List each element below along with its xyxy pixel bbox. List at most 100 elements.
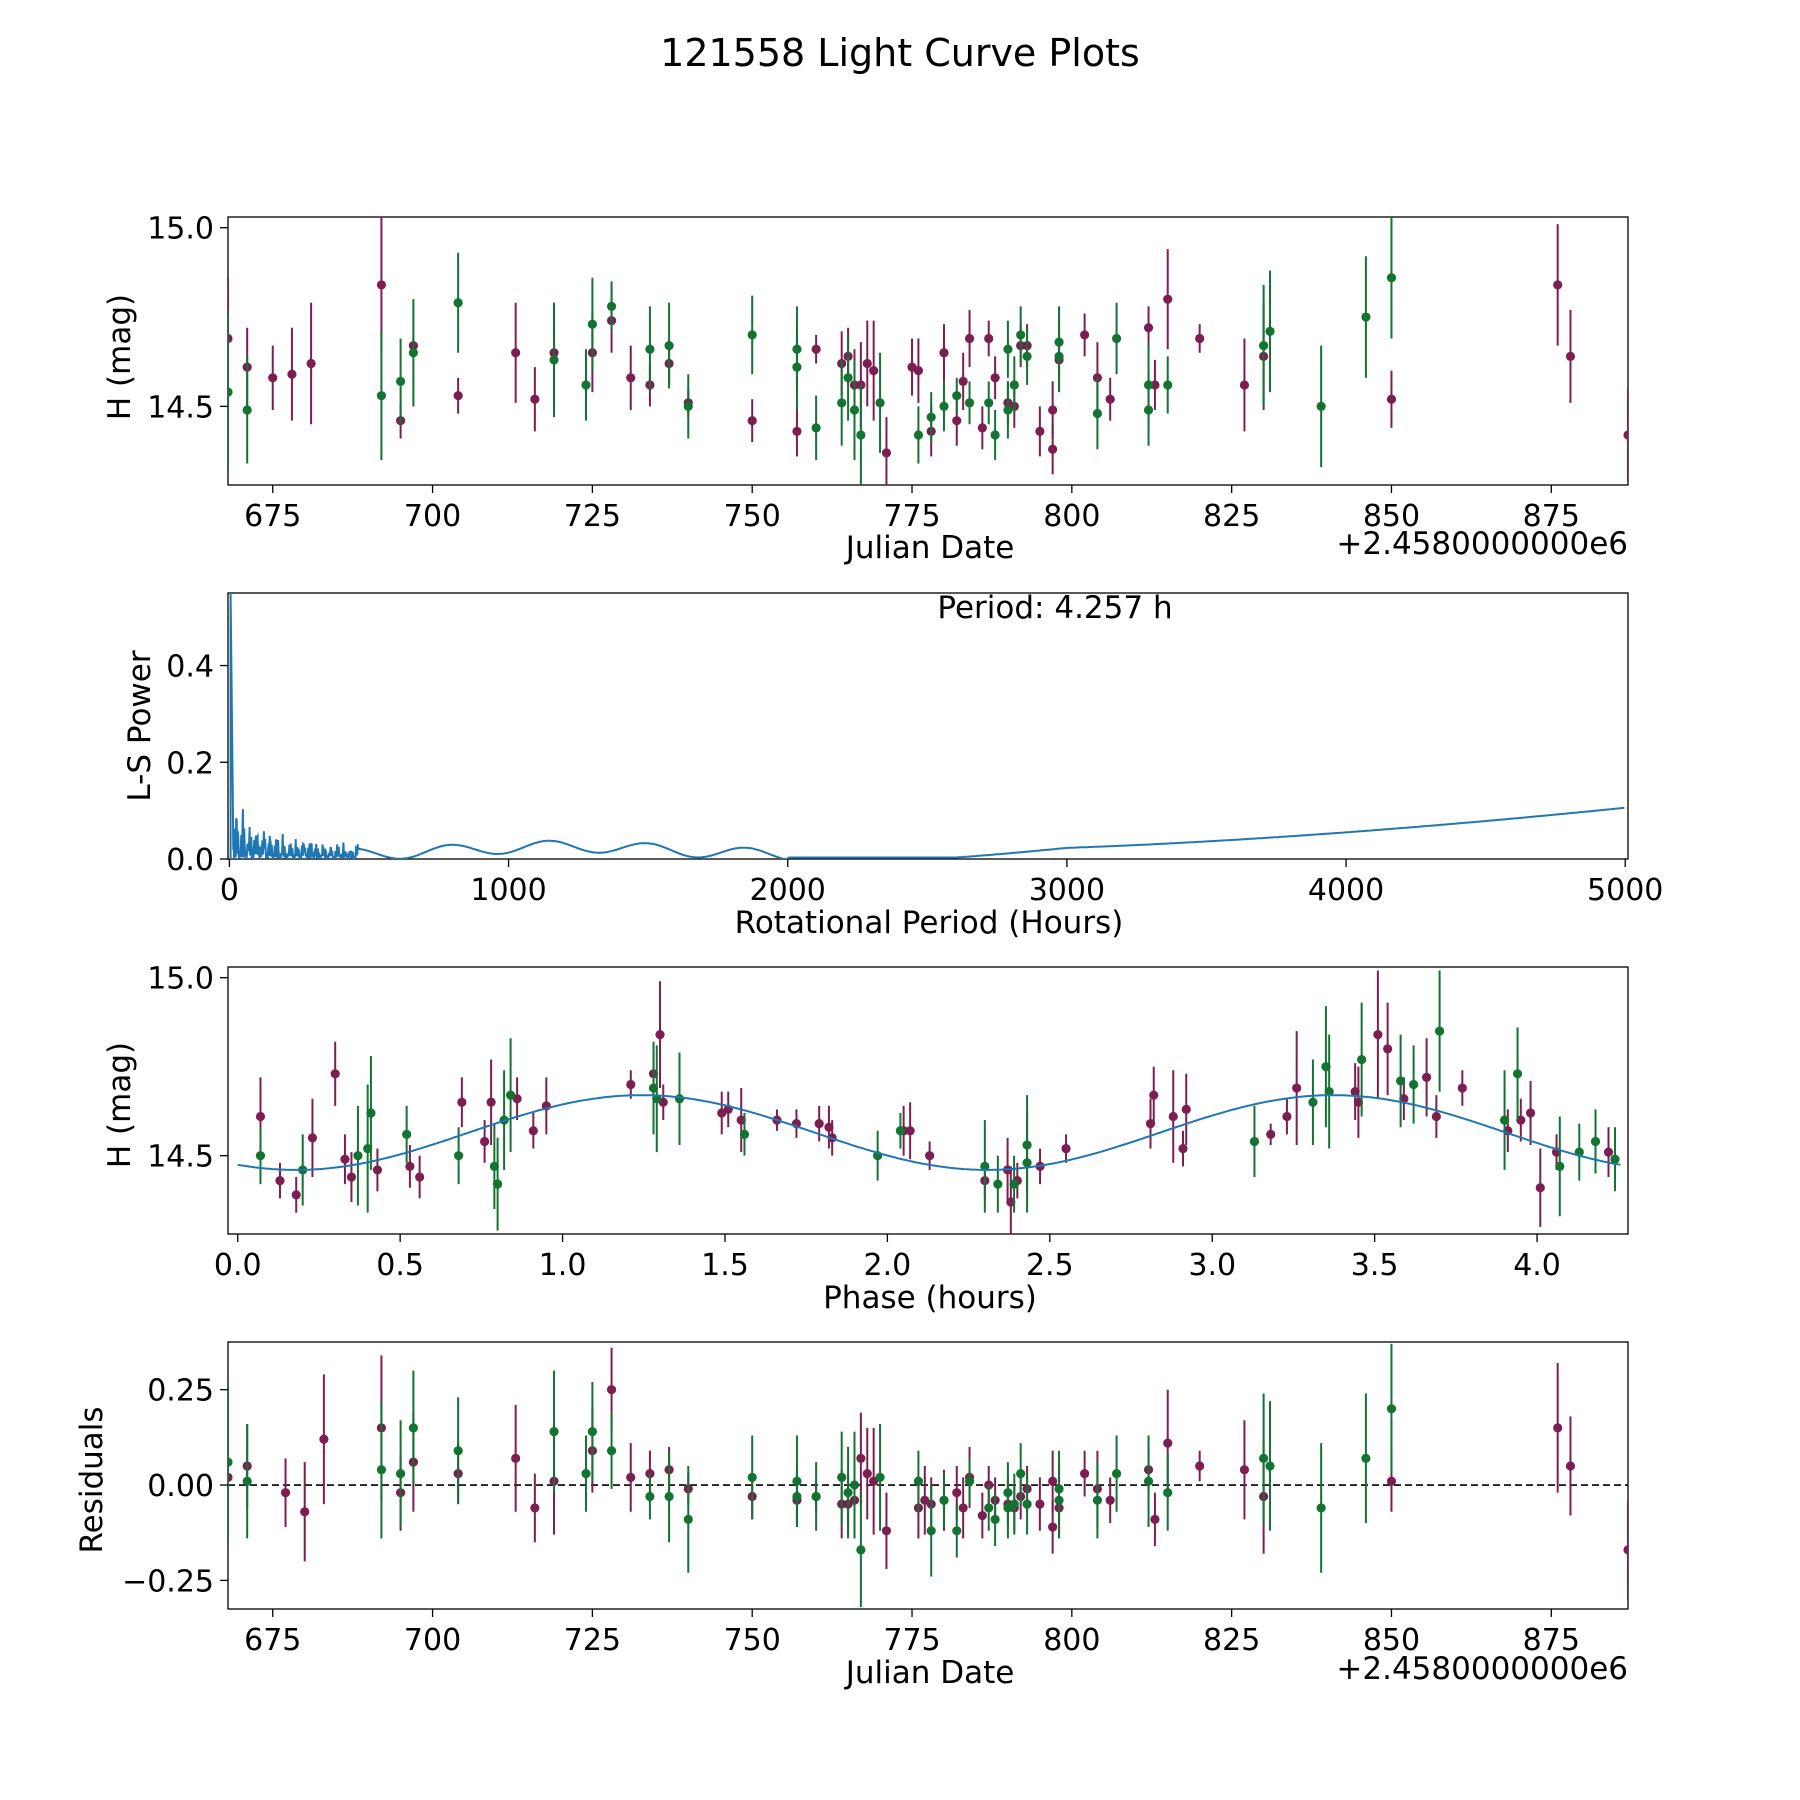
residuals-data-point [587,1427,597,1437]
light-curve-data-point [1048,444,1058,454]
phased-data-point [1590,1136,1601,1147]
phased-data-point [353,1151,363,1161]
residuals-data-point [511,1453,521,1463]
residuals-data-point [242,1476,252,1486]
light-curve-data-point [913,366,924,376]
light-curve-data-point [837,398,847,408]
residuals-x-tick-label: 675 [244,1623,301,1658]
light-curve-data-point [453,391,463,401]
light-curve-frame [227,216,1629,486]
residuals-data-point [984,1503,994,1513]
residuals-data-point [1565,1461,1576,1471]
light-curve-data-point [952,391,962,401]
light-curve-data-point [1092,408,1103,419]
figure-title: 121558 Light Curve Plots [660,31,1140,75]
light-curve-data-point [1265,326,1275,336]
phased-y-tick-label: 15.0 [147,962,214,997]
light-curve-data-point [952,416,962,426]
residuals-data-point [1361,1453,1371,1463]
phased-light-curve-panel: H (mag) Phase (hours) 0.0 0.5 1.0 1.5 2.0 2.5… [102,962,1629,1316]
residuals-xlabel: Julian Date [844,1655,1015,1691]
light-curve-data-point [1003,344,1013,354]
light-curve-y-tick-label: 15.0 [147,212,214,247]
residuals-frame [227,1341,1629,1610]
light-curve-data-point [881,448,892,458]
light-curve-x-tick-label: 700 [404,499,461,534]
residuals-data-point [1265,1461,1275,1471]
residuals-data-point [1239,1465,1250,1475]
phased-x-tick-label: 3.0 [1188,1248,1236,1283]
residuals-data-point [549,1427,559,1437]
phased-data-point [980,1161,990,1171]
residuals-x-tick-label: 725 [564,1623,621,1658]
residuals-data-point [1553,1423,1563,1433]
residuals-data-point [1111,1468,1122,1479]
light-curve-data-point [913,430,924,440]
phased-data-point [626,1079,636,1090]
periodogram-y-tick-label: 0.2 [166,746,214,781]
phased-x-tick-label: 4.0 [1513,1248,1561,1283]
light-curve-data-point [1003,405,1013,415]
light-curve-data-point [1048,405,1058,415]
light-curve-ylabel: H (mag) [102,294,138,420]
phased-data-point [1178,1143,1188,1154]
phased-data-point [457,1097,467,1107]
residuals-data-point [228,1472,233,1483]
phased-data-point [1292,1083,1302,1093]
phased-x-tick-label: 0.0 [214,1248,262,1283]
light-curve-data-point [939,348,949,358]
residuals-data-point [1035,1499,1045,1509]
light-curve-data-point [1386,273,1397,283]
light-curve-data-point [792,426,802,436]
residuals-data-point [606,1385,617,1395]
residuals-data-point [1048,1522,1058,1532]
phased-data-point [905,1126,915,1136]
phased-data-point [486,1097,496,1107]
residuals-data-point [1386,1404,1397,1414]
light-curve-data-point [862,358,872,369]
phased-data-point [402,1129,412,1139]
residuals-data-point [747,1472,757,1483]
phased-data-point [405,1161,415,1171]
residuals-data-point [926,1526,936,1536]
light-curve-x-tick-label: 725 [564,499,621,534]
residuals-data-point [958,1503,968,1513]
light-curve-data-point [926,412,936,422]
light-curve-data-point [511,348,521,358]
light-curve-data-point [242,405,252,415]
residuals-data-point [1092,1495,1103,1505]
light-curve-x-tick-label: 750 [724,499,781,534]
light-curve-data-point [1080,330,1090,340]
residuals-data-point [856,1545,866,1555]
phased-data-point [1009,1179,1019,1189]
light-curve-data-point [453,298,463,308]
phased-data-point [346,1172,357,1182]
residuals-data-point [408,1423,418,1433]
light-curve-data-point [1163,380,1173,390]
light-curve-data-point [581,380,591,390]
residuals-x-tick-label: 800 [1043,1623,1100,1658]
periodogram-x-tick-label: 2000 [750,873,826,908]
light-curve-data-point [1150,380,1160,390]
residuals-data-point [319,1434,329,1444]
residuals-data-point [849,1480,860,1490]
light-curve-data-point [869,366,879,376]
phased-data-point [1457,1083,1467,1093]
residuals-data-point [1105,1495,1115,1505]
residuals-data-point [843,1488,853,1498]
phased-data-point [366,1108,376,1118]
residuals-data-point [530,1503,540,1513]
light-curve-data-point [1009,380,1019,390]
light-curve-data-point [396,376,406,386]
residuals-data-point [626,1472,636,1483]
light-curve-y-tick-label: 14.5 [147,390,214,425]
phased-data-point [291,1190,301,1200]
phased-data-point [1061,1143,1071,1154]
phased-data-point [1266,1129,1276,1139]
phased-data-point [1603,1147,1614,1157]
residuals-data-point [396,1468,406,1479]
residuals-data-point [645,1491,655,1502]
residuals-data-point [581,1468,591,1479]
residuals-ylabel: Residuals [74,1406,110,1553]
